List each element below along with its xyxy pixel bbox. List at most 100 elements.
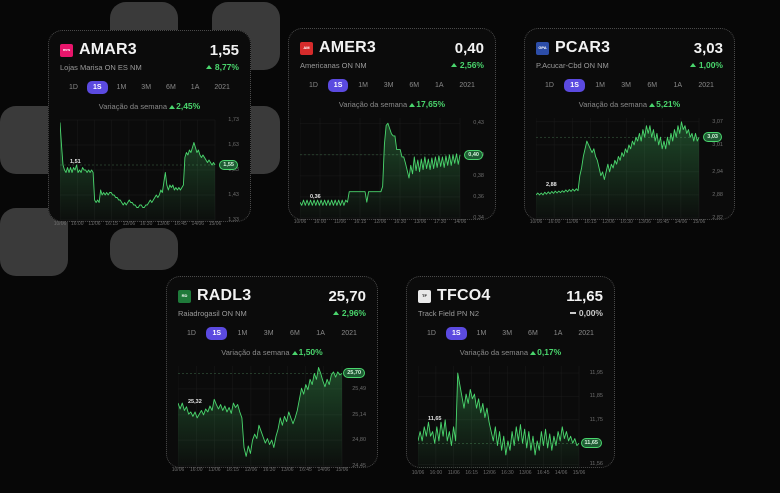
x-axis-tick: 16:15	[226, 467, 239, 473]
x-axis-tick: 12/06	[602, 219, 615, 225]
week-variation-label: Variação da semana	[578, 100, 648, 109]
x-axis-tick: 11/06	[447, 470, 460, 476]
time-range-tab-2021[interactable]: 2021	[578, 330, 594, 337]
price-chart[interactable]: 3,07 3,01 2,94 2,88 2,82 10/06 16:00 11/06 16:15…	[530, 115, 723, 229]
time-range-tab-1d[interactable]: 1D	[309, 82, 318, 89]
company-logo-icon: GPA	[536, 41, 549, 55]
time-range-tab-3m[interactable]: 3M	[621, 82, 632, 89]
time-range-tab-1s[interactable]: 1S	[445, 327, 467, 340]
x-axis-tick: 14/06	[191, 221, 205, 227]
opening-price-label: 25,32	[188, 399, 202, 406]
card-subheader: P.Acucar-Cbd ON NM 1,00%	[536, 60, 723, 70]
week-variation-label: Variação da semana	[338, 100, 408, 109]
x-axis-tick: 15/06	[692, 219, 706, 225]
x-axis-labels: 10/06 16:00 11/06 16:15 12/06 16:30 13/06 17:30…	[294, 219, 467, 229]
time-range-tab-1a[interactable]: 1A	[553, 330, 563, 337]
week-variation-label: Variação da semana	[459, 348, 529, 357]
time-range-tabs[interactable]: 1D 1S 1M 3M 6M 1A 2021	[536, 79, 723, 92]
stock-card-amar3[interactable]: mrs AMAR3 1,55 Lojas Marisa ON ES NM 8,77% 1D…	[48, 30, 251, 227]
time-range-tab-1a[interactable]: 1A	[434, 82, 444, 89]
y-axis-labels: 0,43 0,40 0,38 0,36 0,34	[462, 115, 484, 221]
time-range-tab-1d[interactable]: 1D	[69, 84, 78, 91]
time-range-tab-6m[interactable]: 6M	[528, 330, 538, 337]
time-range-tab-1s[interactable]: 1S	[327, 79, 349, 92]
time-range-tab-2021[interactable]: 2021	[698, 82, 714, 89]
x-axis-tick: 17:30	[433, 219, 447, 225]
company-name: P.Acucar-Cbd ON NM	[536, 60, 609, 70]
trend-up-icon	[332, 311, 339, 315]
last-price-badge: 0,40	[464, 149, 483, 160]
symbol-group: mrs AMAR3	[60, 41, 137, 59]
time-range-tab-6m[interactable]: 6M	[290, 330, 300, 337]
x-axis-tick: 16:00	[189, 467, 203, 473]
price-chart[interactable]: 25,49 25,14 24,80 24,45 10/06 16:00 11/06 16:15…	[172, 363, 366, 477]
time-range-tab-2021[interactable]: 2021	[459, 82, 475, 89]
x-axis-tick: 16:30	[501, 470, 514, 476]
last-price-badge: 11,65	[580, 438, 602, 449]
x-axis-tick: 16:15	[584, 219, 597, 225]
time-range-tab-1m[interactable]: 1M	[476, 330, 487, 337]
time-range-tab-1m[interactable]: 1M	[595, 82, 605, 89]
time-range-tab-1s[interactable]: 1S	[86, 81, 108, 94]
daily-change: 1,00%	[689, 60, 723, 70]
daily-change: 2,96%	[332, 308, 366, 318]
time-range-tab-1m[interactable]: 1M	[116, 84, 127, 91]
time-range-tab-1a[interactable]: 1A	[190, 84, 200, 91]
time-range-tab-1d[interactable]: 1D	[187, 330, 196, 337]
x-axis-tick: 13/06	[638, 219, 651, 225]
y-axis-tick: 1,63	[228, 142, 239, 148]
x-axis-tick: 13/06	[413, 219, 427, 225]
time-range-tab-1m[interactable]: 1M	[237, 330, 248, 337]
daily-change: 0,00%	[569, 308, 603, 318]
current-price: 25,70	[328, 287, 366, 305]
current-price: 0,40	[454, 39, 484, 57]
time-range-tab-6m[interactable]: 6M	[166, 84, 176, 91]
time-range-tab-1d[interactable]: 1D	[545, 82, 554, 89]
y-axis-tick: 2,94	[712, 168, 723, 175]
time-range-tabs[interactable]: 1D 1S 1M 3M 6M 1A 2021	[60, 81, 239, 94]
price-chart[interactable]: 11,95 11,85 11,75 11,56 10/06 16:00 11/06 16:15…	[412, 363, 603, 480]
time-range-tabs[interactable]: 1D 1S 1M 3M 6M 1A 2021	[178, 327, 366, 340]
time-range-tab-6m[interactable]: 6M	[409, 82, 420, 89]
time-range-tab-3m[interactable]: 3M	[383, 82, 394, 89]
trend-up-icon	[689, 63, 696, 67]
time-range-tab-1s[interactable]: 1S	[206, 327, 228, 340]
y-axis-tick: 3,01	[712, 141, 723, 148]
time-range-tab-1a[interactable]: 1A	[673, 82, 682, 89]
stock-card-radl3[interactable]: RD RADL3 25,70 Raiadrogasil ON NM 2,96% 1D 1S 1…	[166, 276, 378, 473]
time-range-tab-1a[interactable]: 1A	[316, 330, 325, 337]
time-range-tab-1m[interactable]: 1M	[358, 82, 368, 89]
price-chart[interactable]: 0,43 0,40 0,38 0,36 0,34 10/06 16:00 11/06 16:15…	[294, 115, 484, 229]
time-range-tabs[interactable]: 1D 1S 1M 3M 6M 1A 2021	[300, 79, 484, 92]
current-price: 11,65	[566, 287, 603, 305]
time-range-tab-2021[interactable]: 2021	[341, 330, 357, 337]
ticker-symbol: PCAR3	[555, 39, 611, 56]
y-axis-tick: 1,73	[228, 117, 239, 123]
y-axis-tick: 2,88	[712, 191, 723, 198]
x-axis-tick: 13/06	[281, 467, 294, 473]
ticker-symbol: RADL3	[197, 287, 252, 304]
stock-card-amer3[interactable]: AM AMER3 0,40 Americanas ON NM 2,56% 1D 1S 1M 3M…	[288, 28, 496, 225]
x-axis-tick: 16:15	[105, 221, 118, 227]
x-axis-tick: 12/06	[122, 221, 136, 227]
stock-card-pcar3[interactable]: GPA PCAR3 3,03 P.Acucar-Cbd ON NM 1,00% 1D 1S 1…	[524, 28, 735, 225]
opening-price-label: 0,36	[310, 194, 321, 201]
time-range-tabs[interactable]: 1D 1S 1M 3M 6M 1A 2021	[418, 327, 603, 340]
price-chart[interactable]: 1,73 1,63 1,53 1,43 1,33 10/06 16:00 11/06 16:15…	[54, 117, 239, 231]
daily-change-value: 8,77%	[214, 62, 239, 72]
time-range-tab-6m[interactable]: 6M	[647, 82, 658, 89]
y-axis-tick: 0,38	[473, 172, 484, 179]
time-range-tab-1s[interactable]: 1S	[564, 79, 585, 92]
trend-up-icon	[450, 63, 457, 67]
daily-change-value: 2,96%	[341, 308, 366, 318]
card-header: GPA PCAR3 3,03	[536, 39, 723, 57]
time-range-tab-3m[interactable]: 3M	[502, 330, 513, 337]
stock-card-tfco4[interactable]: TF TFCO4 11,65 Track Field PN N2 0,00% 1D 1S 1M…	[406, 276, 615, 476]
time-range-tab-3m[interactable]: 3M	[263, 330, 274, 337]
trend-up-icon	[205, 65, 212, 69]
time-range-tab-3m[interactable]: 3M	[141, 84, 152, 91]
week-variation-value: 0,17%	[537, 347, 562, 357]
x-axis-tick: 12/06	[244, 467, 258, 473]
time-range-tab-2021[interactable]: 2021	[214, 84, 230, 91]
time-range-tab-1d[interactable]: 1D	[427, 330, 436, 337]
